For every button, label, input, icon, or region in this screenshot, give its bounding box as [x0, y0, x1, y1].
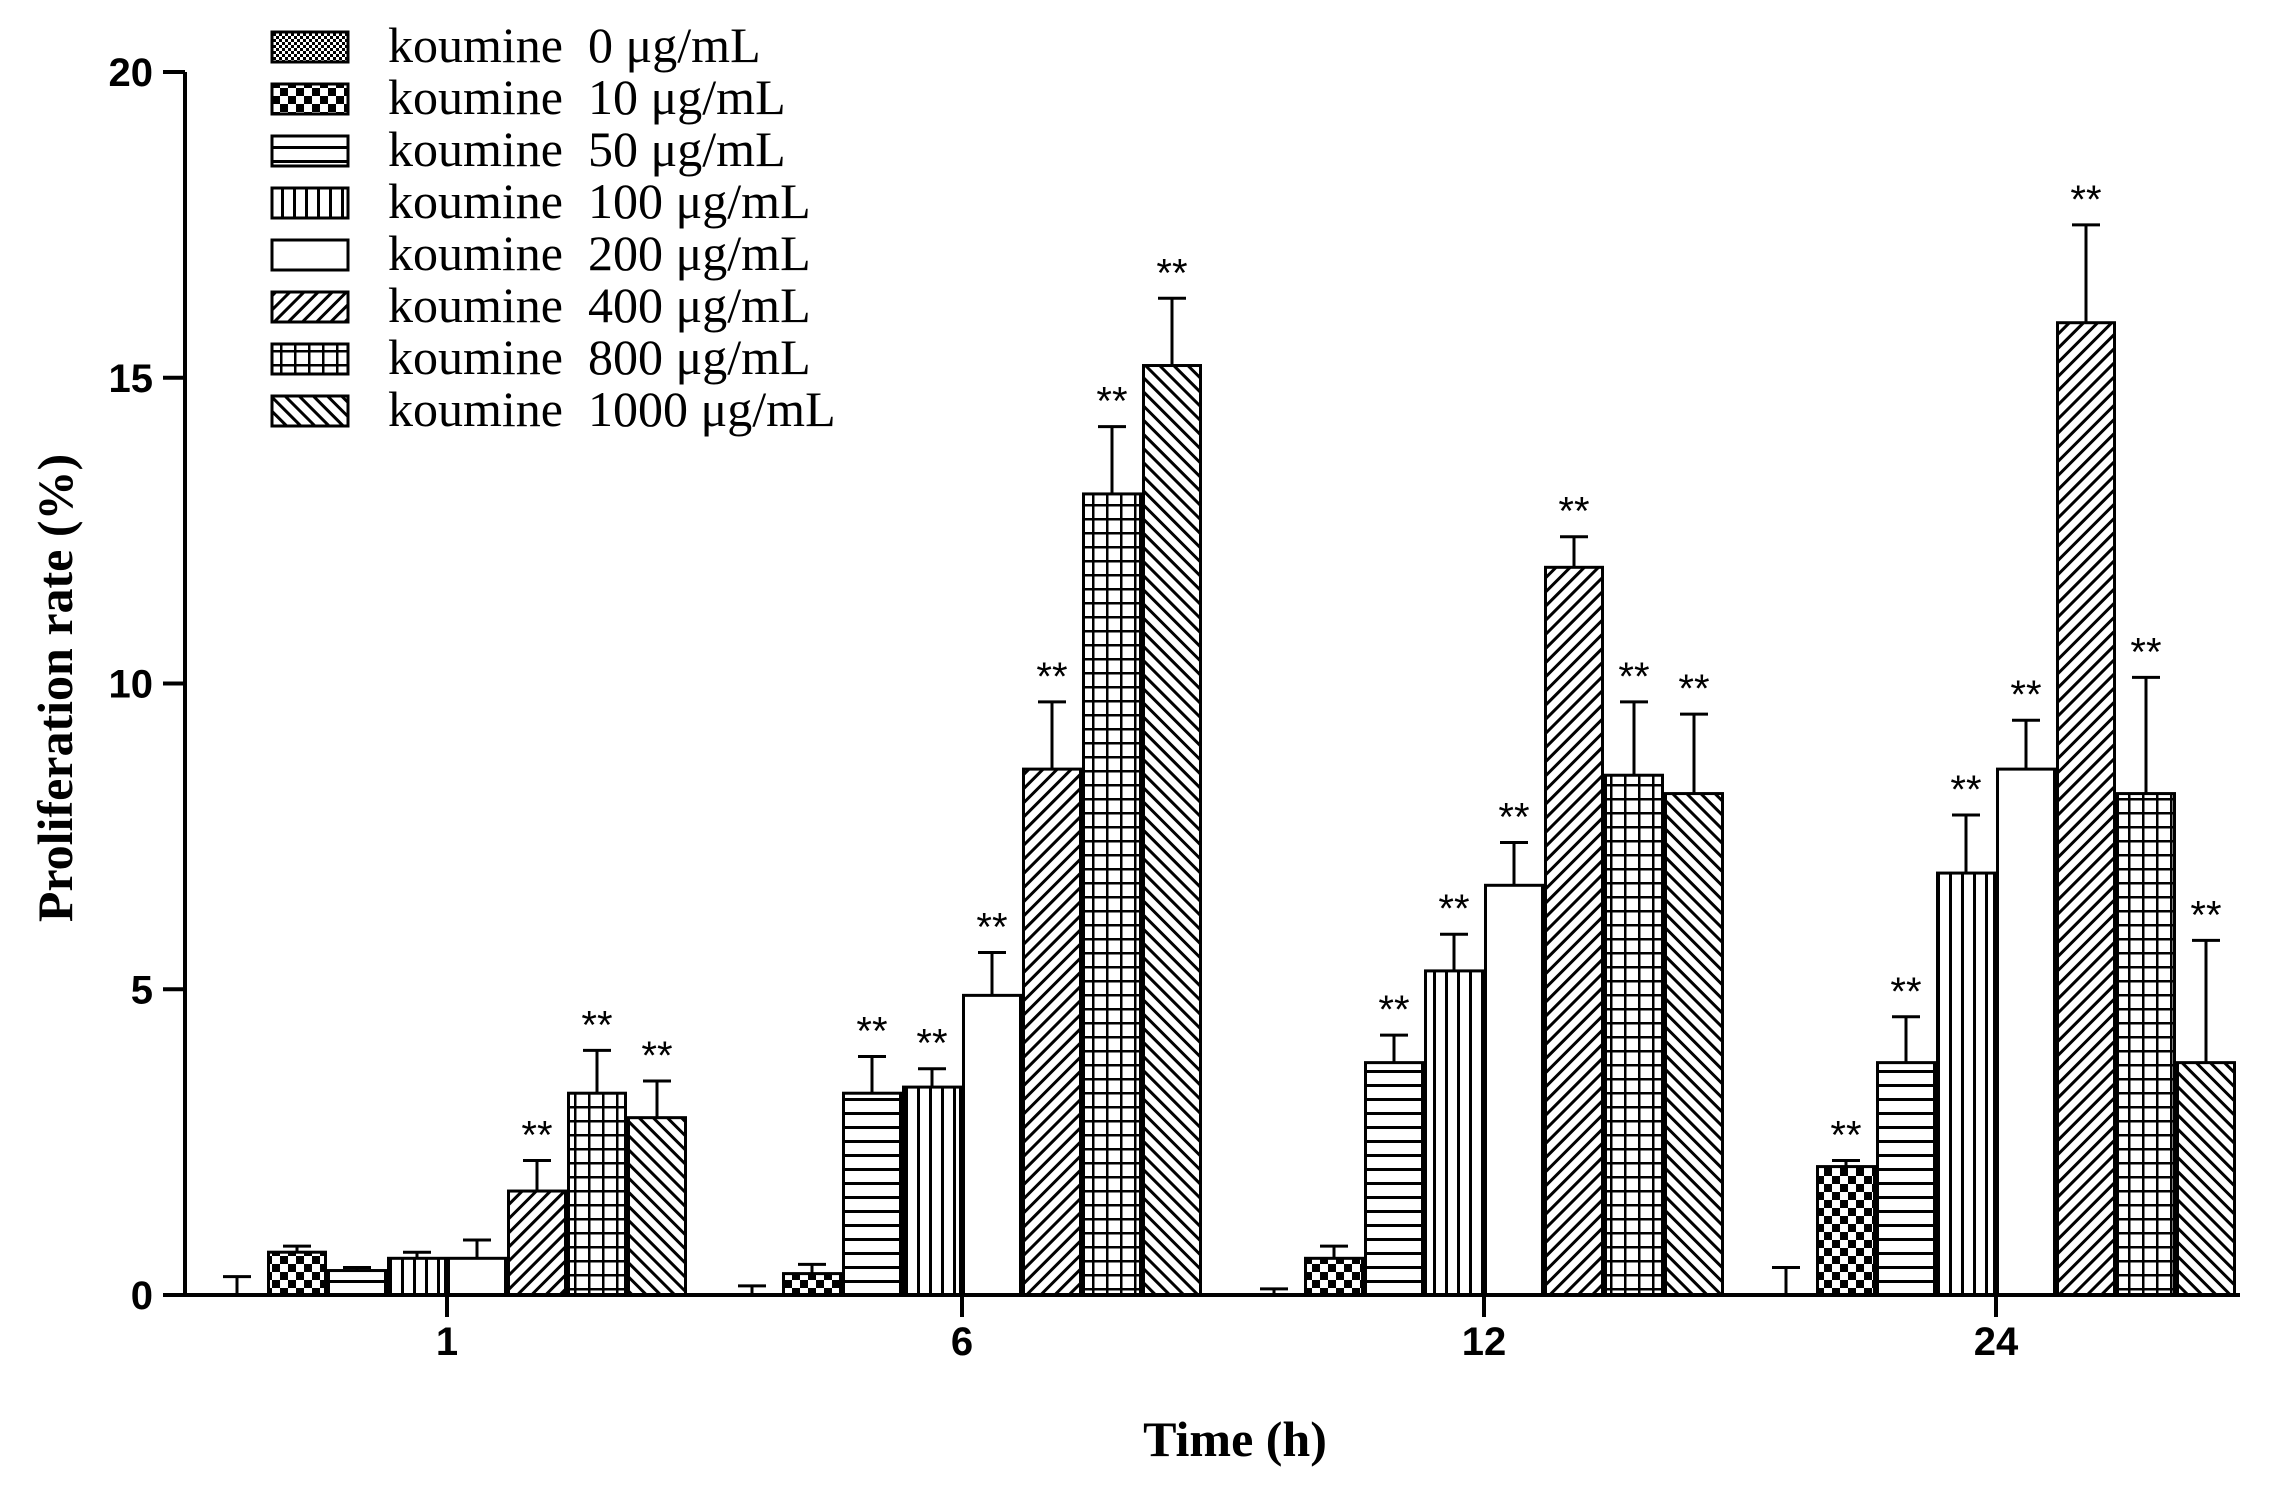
bar-diagonal-forward-24	[2176, 1061, 2236, 1297]
bar-horizontal-1	[327, 1269, 387, 1297]
y-tick-label: 10	[109, 663, 154, 707]
legend-swatch-fine-check	[270, 30, 350, 64]
significance-label: **	[2130, 630, 2161, 674]
bar-diagonal-back-1	[507, 1189, 567, 1297]
bar-grid-1	[567, 1091, 627, 1297]
bars-layer: ** ** ** ** ** ** ** ** ** ** ** ** ** ** ** ** ** ** ** **…	[223, 178, 2236, 1297]
significance-label: **	[1678, 667, 1709, 711]
bar-grid-6	[1082, 492, 1142, 1297]
significance-label: **	[1558, 490, 1589, 534]
legend-label: koumine 400 μg/mL	[388, 277, 811, 333]
bar-solid-white-24	[1996, 767, 2056, 1297]
legend-swatch-diagonal-back	[270, 290, 350, 324]
bar-diagonal-back-12	[1544, 565, 1604, 1297]
significance-label: **	[2010, 673, 2041, 717]
legend-label: koumine 800 μg/mL	[388, 329, 811, 385]
x-tick-label: 1	[436, 1320, 458, 1364]
legend-swatch-vertical	[270, 186, 350, 220]
bar-checker-1	[267, 1250, 327, 1297]
legend-swatch-horizontal	[270, 134, 350, 168]
bar-checker-6	[782, 1272, 842, 1297]
bar-solid-white-1	[447, 1256, 507, 1297]
bar-horizontal-6	[842, 1091, 902, 1297]
legend-label: koumine 100 μg/mL	[388, 173, 811, 229]
significance-label: **	[1618, 655, 1649, 699]
legend-label: koumine 200 μg/mL	[388, 225, 811, 281]
bar-grid-12	[1604, 773, 1664, 1297]
significance-label: **	[1036, 655, 1067, 699]
significance-label: **	[1498, 795, 1529, 839]
legend-label: koumine 50 μg/mL	[388, 121, 786, 177]
significance-label: **	[1096, 380, 1127, 424]
significance-label: **	[1890, 970, 1921, 1014]
significance-label: **	[1830, 1113, 1861, 1157]
bar-diagonal-back-6	[1022, 767, 1082, 1297]
bar-solid-white-6	[962, 993, 1022, 1297]
legend-label: koumine 0 μg/mL	[388, 17, 761, 73]
significance-label: **	[856, 1010, 887, 1054]
significance-label: **	[521, 1113, 552, 1157]
legend-swatch-checker	[270, 82, 350, 116]
bar-grid-24	[2116, 792, 2176, 1297]
bar-horizontal-12	[1364, 1061, 1424, 1297]
y-tick-label: 5	[131, 968, 153, 1012]
bar-checker-24	[1816, 1165, 1876, 1297]
legend-swatch-diagonal-forward	[270, 394, 350, 428]
bar-vertical-12	[1424, 969, 1484, 1297]
significance-label: **	[976, 906, 1007, 950]
bar-diagonal-forward-6	[1142, 364, 1202, 1297]
bar-solid-white-12	[1484, 883, 1544, 1297]
legend-label: koumine 10 μg/mL	[388, 69, 786, 125]
bar-horizontal-24	[1876, 1061, 1936, 1297]
legend-swatch-solid-white	[270, 238, 350, 272]
significance-label: **	[581, 1003, 612, 1047]
x-axis-title: Time (h)	[1143, 1411, 1327, 1467]
legend-swatch-grid	[270, 342, 350, 376]
x-tick-label: 12	[1462, 1320, 1507, 1364]
significance-label: **	[1156, 251, 1187, 295]
y-tick-label: 15	[109, 357, 154, 401]
bar-vertical-24	[1936, 871, 1996, 1297]
y-axis-title: Proliferation rate (%)	[27, 454, 83, 922]
bar-checker-12	[1304, 1256, 1364, 1297]
significance-label: **	[1438, 887, 1469, 931]
y-tick-label: 0	[131, 1274, 153, 1318]
significance-label: **	[2190, 893, 2221, 937]
y-tick-label: 20	[109, 51, 154, 95]
significance-label: **	[916, 1022, 947, 1066]
legend-label: koumine 1000 μg/mL	[388, 381, 836, 437]
x-tick-label: 24	[1974, 1320, 2019, 1364]
significance-label: **	[2070, 178, 2101, 222]
bar-diagonal-forward-1	[627, 1116, 687, 1297]
bar-diagonal-forward-12	[1664, 792, 1724, 1297]
significance-label: **	[641, 1034, 672, 1078]
x-tick-label: 6	[951, 1320, 973, 1364]
significance-label: **	[1950, 768, 1981, 812]
bar-diagonal-back-24	[2056, 321, 2116, 1297]
bar-vertical-6	[902, 1085, 962, 1297]
significance-label: **	[1378, 988, 1409, 1032]
bar-vertical-1	[387, 1256, 447, 1297]
